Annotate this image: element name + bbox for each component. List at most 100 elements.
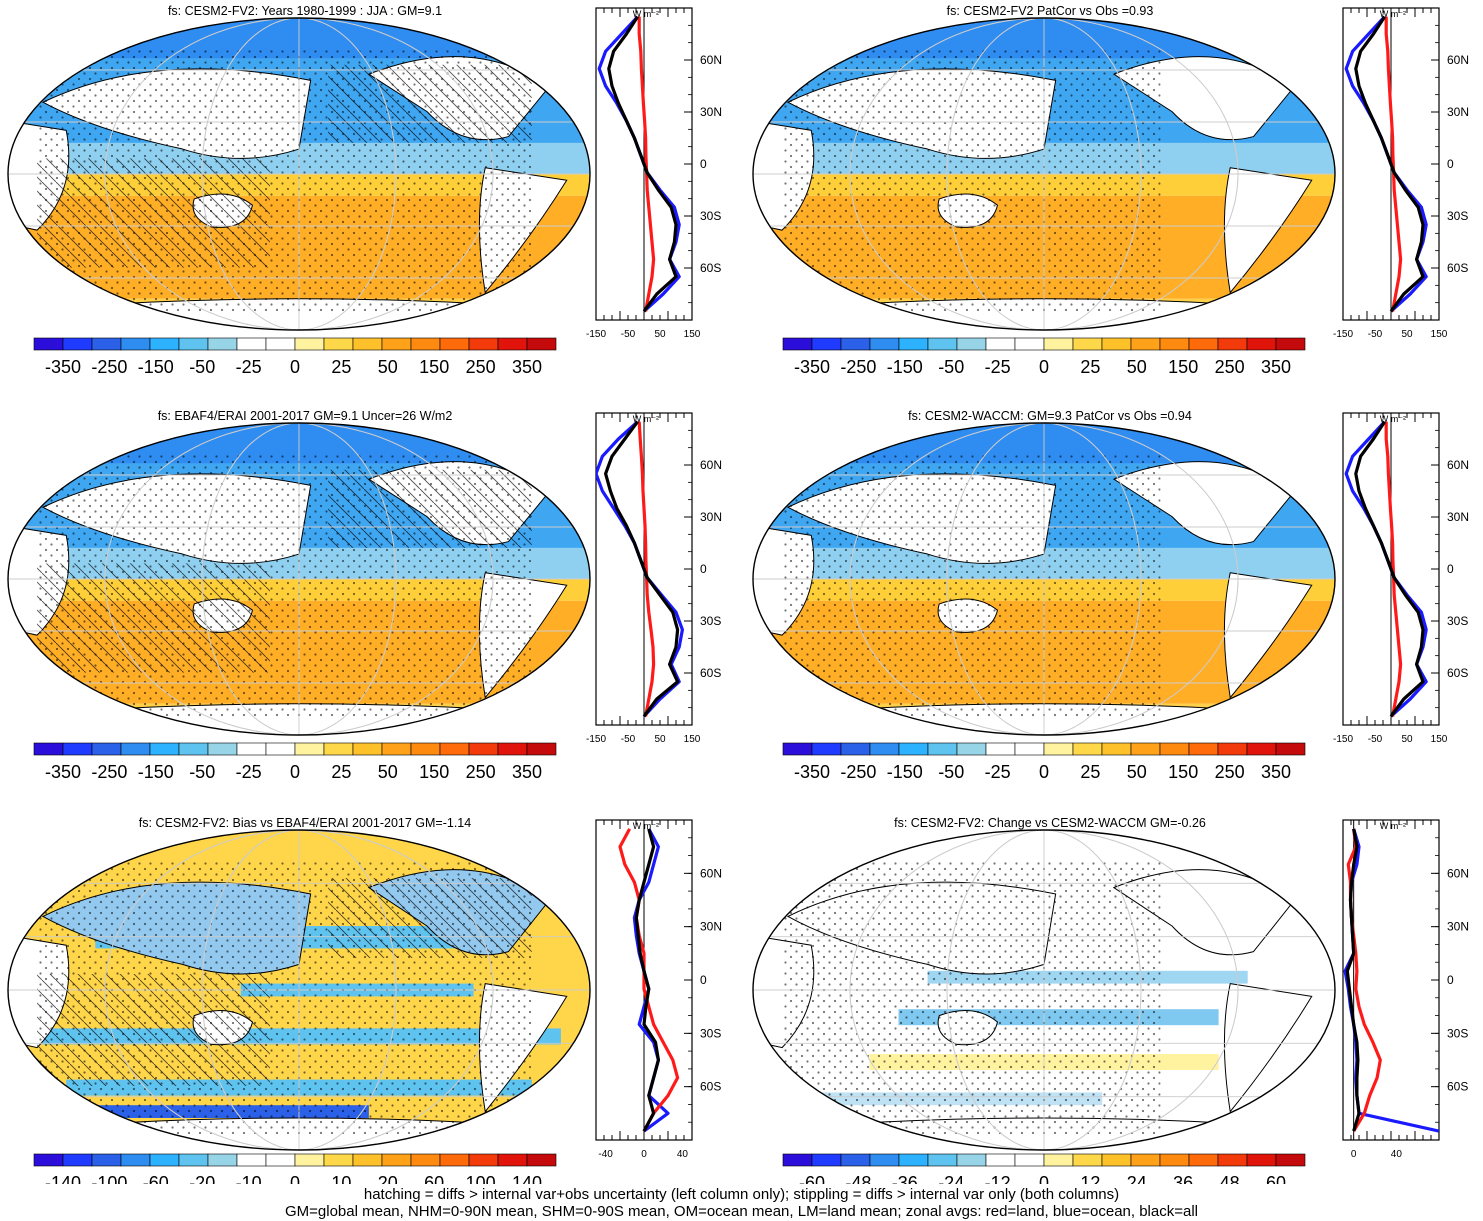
colorbar-swatch	[207, 742, 238, 756]
colorbar-label: 350	[1261, 357, 1291, 377]
colorbar-swatch	[294, 337, 325, 351]
zonal-x-label: 0	[641, 1149, 647, 1160]
colorbar-swatch	[1188, 1153, 1219, 1167]
map-panel: -60 -48 -36 -24 -12 0 12 24 36 48 60 W m⁻² 60N 30N 0 30…	[752, 819, 1469, 1184]
zonal-x-label: -50	[621, 329, 636, 340]
colorbar-swatch	[91, 1153, 122, 1167]
zonal-series-line	[1384, 16, 1403, 312]
map-title: fs: EBAF4/ERAI 2001-2017 GM=9.1 Uncer=26…	[157, 409, 453, 423]
land-south-america	[1223, 167, 1313, 294]
colorbar-swatch	[526, 337, 557, 351]
colorbar-label: 10	[331, 1173, 351, 1184]
colorbar-swatch	[178, 742, 209, 756]
colorbar-label: -25	[985, 762, 1011, 782]
zonal-x-label: -150	[586, 734, 606, 745]
colorbar-swatch	[526, 1153, 557, 1167]
colorbar-swatch	[811, 742, 842, 756]
zonal-lat-label: 60S	[1447, 261, 1468, 275]
zonal-lat-label: 60S	[700, 261, 721, 275]
colorbar-swatch	[898, 337, 929, 351]
colorbar-swatch	[1217, 1153, 1248, 1167]
colorbar-swatch	[294, 1153, 325, 1167]
colorbar-label: 350	[512, 762, 542, 782]
colorbar-swatch	[468, 1153, 499, 1167]
zonal-series-line	[1346, 828, 1382, 1132]
colorbar-label: 60	[1266, 1173, 1286, 1184]
colorbar-swatch	[207, 1153, 238, 1167]
colorbar-swatch	[1043, 742, 1074, 756]
colorbar-swatch	[236, 337, 267, 351]
zonal-x-label: -50	[1368, 734, 1383, 745]
colorbar-swatch	[352, 1153, 383, 1167]
hatching	[328, 878, 532, 958]
colorbar-label: 20	[378, 1173, 398, 1184]
colorbar-label: -250	[91, 357, 127, 377]
footer-note: hatching = diffs > internal var+obs unce…	[0, 1186, 1483, 1220]
map-meridian	[849, 423, 1239, 735]
colorbar-swatch	[840, 742, 871, 756]
zonal-lat-label: 60S	[700, 666, 721, 680]
colorbar-label: -350	[794, 762, 830, 782]
colorbar-swatch	[91, 337, 122, 351]
colorbar-label: -150	[887, 762, 923, 782]
colorbar-label: 24	[1127, 1173, 1147, 1184]
colorbar-swatch	[1275, 1153, 1306, 1167]
zonal-lat-label: 0	[1447, 562, 1454, 576]
zonal-lat-label: 30S	[700, 209, 721, 223]
colorbar-label: 250	[1215, 357, 1245, 377]
map-meridian	[201, 830, 397, 1150]
map-field	[753, 423, 1335, 735]
zonal-x-label: -50	[1368, 329, 1383, 340]
hatching	[37, 158, 270, 268]
zonal-series-line	[1345, 828, 1361, 1132]
map-title: fs: CESM2-FV2: Years 1980-1999 : JJA : G…	[167, 4, 443, 18]
zonal-lat-label: 60N	[700, 866, 722, 880]
colorbar-swatch	[811, 337, 842, 351]
zonal-lat-label: 30N	[1447, 105, 1469, 119]
map-field	[753, 830, 1335, 1150]
colorbar-swatch	[323, 742, 354, 756]
zonal-lat-label: 30S	[1447, 1026, 1468, 1040]
colorbar-label: 60	[424, 1173, 444, 1184]
colorbar-swatch	[33, 337, 64, 351]
colorbar-swatch	[352, 742, 383, 756]
colorbar-label: -20	[189, 1173, 215, 1184]
colorbar-swatch	[869, 742, 900, 756]
panel-1: fs: CESM2-FV2: Years 1980-1999 : JJA : G…	[0, 0, 740, 405]
zonal-lat-label: 0	[700, 157, 707, 171]
colorbar-swatch	[381, 337, 412, 351]
zonal-lat-label: 0	[1447, 973, 1454, 987]
map-meridian	[104, 830, 494, 1150]
colorbar-swatch	[1159, 337, 1190, 351]
colorbar-label: -25	[985, 357, 1011, 377]
colorbar-swatch	[1014, 337, 1045, 351]
colorbar-swatch	[294, 742, 325, 756]
zonal-lat-label: 60N	[1447, 458, 1469, 472]
colorbar-label: 350	[1261, 762, 1291, 782]
colorbar-label: 150	[419, 762, 449, 782]
zonal-series-line	[634, 828, 661, 1132]
footer-line-2: GM=global mean, NHM=0-90N mean, SHM=0-90…	[284, 1203, 1198, 1220]
colorbar-label: 25	[331, 762, 351, 782]
map-outline	[752, 422, 1336, 736]
colorbar-label: 0	[1039, 357, 1049, 377]
colorbar-swatch	[1188, 742, 1219, 756]
hatching	[37, 563, 270, 673]
colorbar-label: 250	[1215, 762, 1245, 782]
map-outline	[752, 829, 1336, 1151]
zonal-series-line	[1384, 421, 1403, 717]
zonal-series-line	[607, 15, 678, 313]
zonal-mean-plot: W m⁻² 60N 30N 0 30S 60S -150 -50 50 150	[586, 7, 722, 340]
colorbar-swatch	[236, 742, 267, 756]
land-south-america	[1223, 983, 1313, 1113]
colorbar-swatch	[149, 1153, 180, 1167]
colorbar-label: 0	[290, 357, 300, 377]
colorbar-label: -25	[236, 762, 262, 782]
colorbar-swatch	[1072, 742, 1103, 756]
colorbar: -350 -250 -150 -50 -25 0 25 50 150 250 350	[33, 337, 557, 377]
colorbar-swatch	[840, 1153, 871, 1167]
colorbar-label: -250	[91, 762, 127, 782]
colorbar-label: 0	[1039, 762, 1049, 782]
zonal-mean-plot: W m⁻² 60N 30N 0 30S 60S -150 -50 50 150	[1333, 412, 1469, 745]
